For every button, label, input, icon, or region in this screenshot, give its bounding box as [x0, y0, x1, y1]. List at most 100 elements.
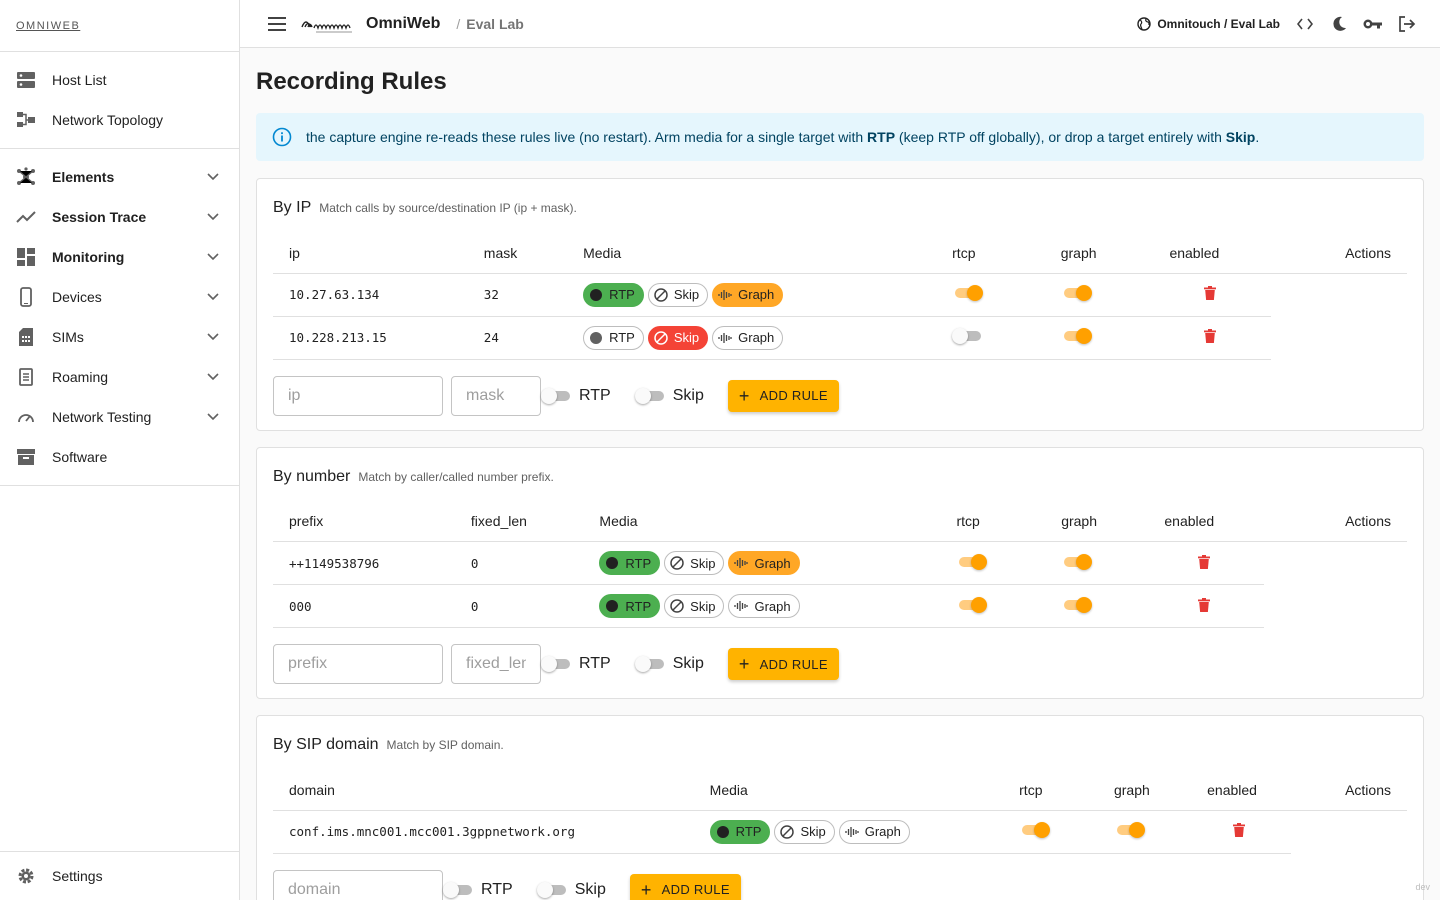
chevron-down-icon[interactable] — [203, 287, 223, 307]
skip-switch[interactable] — [536, 880, 571, 900]
graph-chip[interactable]: Graph — [712, 282, 784, 307]
dark-mode-icon[interactable] — [1322, 7, 1356, 41]
rtp-chip[interactable]: RTP — [583, 325, 644, 350]
logout-icon[interactable] — [1390, 7, 1424, 41]
sidebar-item-roaming[interactable]: Roaming — [0, 357, 239, 397]
rtcp-toggle[interactable] — [1019, 820, 1053, 840]
rtp-chip[interactable]: RTP — [599, 594, 661, 618]
nav-main-group: Elements Session Trace Monitoring Device… — [0, 149, 239, 486]
new-rule-skip-toggle[interactable]: Skip — [634, 654, 704, 674]
rtp-switch[interactable] — [541, 386, 575, 406]
delete-icon[interactable] — [1204, 329, 1220, 345]
info-text-part: the capture engine re-reads these rules … — [306, 129, 868, 145]
rtcp-toggle[interactable] — [952, 326, 986, 346]
skip-switch[interactable] — [634, 386, 669, 406]
rtp-chip[interactable]: RTP — [583, 282, 644, 307]
chevron-down-icon[interactable] — [203, 167, 223, 187]
rtp-chip[interactable]: RTP — [709, 819, 771, 844]
cell-media: RTP Skip Graph — [567, 273, 937, 317]
sidebar-item-sims[interactable]: SIMs — [0, 317, 239, 357]
skip-chip[interactable]: Skip — [647, 325, 709, 350]
rtp-chip[interactable]: RTP — [599, 551, 661, 575]
sidebar-item-monitoring[interactable]: Monitoring — [0, 237, 239, 277]
column-header: Media — [567, 233, 937, 274]
sidebar-item-network-testing[interactable]: Network Testing — [0, 397, 239, 437]
delete-icon[interactable] — [1198, 554, 1214, 571]
card-title: By IP — [273, 199, 312, 216]
chevron-down-icon[interactable] — [203, 327, 223, 347]
card-header: By SIP domain Match by SIP domain. — [273, 716, 1407, 758]
skip-chip[interactable]: Skip — [647, 282, 709, 307]
tenant-selector[interactable]: Omnitouch / Eval Lab — [1137, 17, 1280, 31]
menu-icon[interactable] — [266, 13, 288, 35]
new-rule-rtp-toggle[interactable]: RTP — [443, 880, 513, 900]
graph-chip[interactable]: Graph — [728, 594, 800, 618]
sidebar-item-software[interactable]: Software — [0, 437, 239, 477]
column-header: Actions — [1270, 233, 1407, 274]
code-icon[interactable] — [1288, 7, 1322, 41]
graph-toggle[interactable] — [1114, 820, 1148, 840]
add-rule-button[interactable]: + ADD RULE — [727, 379, 839, 412]
card-title: By number — [273, 467, 351, 485]
skip-chip[interactable]: Skip — [774, 819, 835, 844]
rtcp-toggle[interactable] — [956, 595, 990, 615]
graph-toggle[interactable] — [1061, 595, 1095, 615]
tenant-label: Omnitouch / Eval Lab — [1157, 16, 1280, 31]
chip-label: RTP — [625, 555, 652, 571]
delete-icon[interactable] — [1233, 823, 1249, 839]
add-rule-label: ADD RULE — [759, 388, 828, 403]
sidebar-item-devices[interactable]: Devices — [0, 277, 239, 317]
graph-chip[interactable]: Graph — [712, 325, 784, 350]
sidebar-item-settings[interactable]: Settings — [0, 856, 239, 896]
chevron-down-icon[interactable] — [203, 247, 223, 267]
brand-link[interactable]: OMNIWEB — [16, 19, 81, 32]
record-dot-icon — [605, 556, 619, 570]
chip-label: Skip — [800, 824, 826, 839]
waveform-icon — [734, 556, 749, 570]
delete-icon[interactable] — [1198, 597, 1214, 614]
key-icon[interactable] — [1356, 7, 1390, 41]
sidebar-item-session-trace[interactable]: Session Trace — [0, 197, 239, 237]
chevron-down-icon[interactable] — [203, 207, 223, 227]
chip-label: Skip — [690, 555, 716, 571]
app-name[interactable]: OmniWeb — [366, 14, 441, 32]
rtp-switch[interactable] — [541, 654, 575, 674]
skip-chip[interactable]: Skip — [664, 594, 725, 618]
new-rule-skip-toggle[interactable]: Skip — [634, 386, 704, 406]
graph-toggle[interactable] — [1061, 552, 1095, 572]
add-rule-button[interactable]: + ADD RULE — [727, 648, 839, 680]
graph-toggle[interactable] — [1061, 326, 1095, 346]
chevron-down-icon[interactable] — [203, 407, 223, 427]
rules-table: domain Media rtcp graph enabled Actions conf.i… — [273, 770, 1407, 854]
sidebar-item-network-topology[interactable]: Network Topology — [0, 100, 239, 140]
match-field — [273, 375, 443, 416]
skip-switch[interactable] — [634, 654, 669, 674]
new-rule-rtp-toggle[interactable]: RTP — [541, 654, 611, 674]
brand: OMNIWEB — [0, 0, 239, 52]
secondary-input[interactable] — [466, 655, 526, 673]
sidebar-item-elements[interactable]: Elements — [0, 157, 239, 197]
secondary-input[interactable] — [466, 386, 526, 405]
sidebar-item-host-list[interactable]: Host List — [0, 60, 239, 100]
chip-label: Graph — [738, 287, 775, 302]
match-input[interactable] — [288, 880, 428, 899]
graph-chip[interactable]: Graph — [728, 551, 800, 575]
chip-label: Skip — [673, 330, 700, 345]
match-input[interactable] — [288, 655, 428, 673]
new-rule-rtp-toggle[interactable]: RTP — [541, 386, 611, 406]
add-rule-button[interactable]: + ADD RULE — [629, 873, 741, 900]
new-rule-skip-toggle[interactable]: Skip — [536, 880, 606, 900]
match-input[interactable] — [288, 386, 428, 405]
sim-icon — [16, 327, 36, 347]
graph-toggle[interactable] — [1061, 283, 1095, 303]
delete-icon[interactable] — [1204, 286, 1220, 302]
graph-chip[interactable]: Graph — [838, 819, 910, 844]
cell-enabled — [1153, 316, 1271, 360]
rtcp-toggle[interactable] — [956, 552, 990, 572]
rtp-switch[interactable] — [443, 880, 477, 900]
skip-chip[interactable]: Skip — [664, 551, 725, 575]
chevron-down-icon[interactable] — [203, 367, 223, 387]
omnitouch-logo-icon — [300, 13, 358, 35]
rtcp-toggle[interactable] — [952, 283, 986, 303]
cell-secondary-value: 0 — [454, 541, 584, 585]
